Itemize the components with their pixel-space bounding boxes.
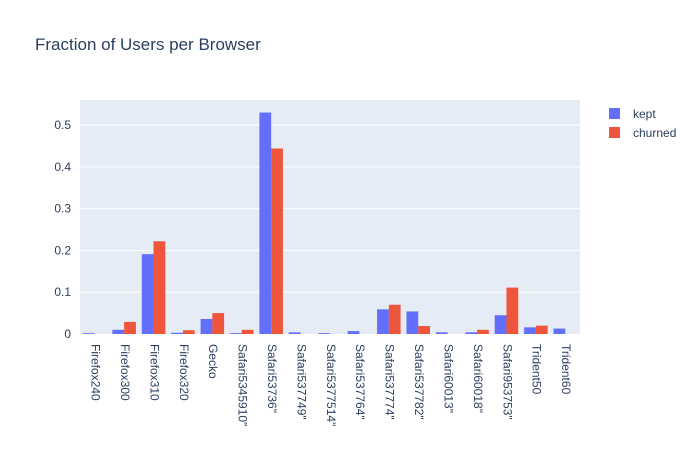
- bar-churned[interactable]: [271, 148, 283, 334]
- x-tick-label: Safari537749": [294, 344, 308, 420]
- y-tick-label: 0.2: [54, 243, 71, 257]
- x-tick-label: Safari53736": [265, 344, 279, 413]
- x-tick-label: Safari537774": [383, 344, 397, 420]
- bar-churned[interactable]: [153, 241, 166, 334]
- x-tick-label: Trident50: [530, 344, 544, 395]
- bar-churned[interactable]: [418, 326, 430, 334]
- legend-swatch: [609, 108, 620, 119]
- bar-churned[interactable]: [124, 321, 136, 334]
- x-tick-label: Safari5345910": [236, 344, 250, 426]
- chart-title: Fraction of Users per Browser: [35, 35, 261, 54]
- y-tick-label: 0: [64, 327, 71, 341]
- y-tick-label: 0.3: [54, 202, 71, 216]
- x-tick-label: Firefox310: [147, 344, 161, 401]
- bar-kept[interactable]: [259, 112, 272, 335]
- legend-label: churned: [633, 126, 676, 140]
- x-tick-label: Safari953753": [500, 344, 514, 420]
- bar-churned[interactable]: [212, 313, 225, 334]
- x-tick-label: Safari537782": [412, 344, 426, 420]
- x-tick-label: Safari537764": [353, 344, 367, 420]
- legend[interactable]: kept churned: [609, 107, 676, 140]
- x-tick-label: Trident60: [559, 344, 573, 395]
- bar-kept[interactable]: [230, 333, 242, 334]
- bar-churned[interactable]: [388, 304, 401, 334]
- x-tick-label: Safari60013": [441, 344, 455, 413]
- x-tick-label: Gecko: [206, 344, 220, 379]
- bars: [82, 112, 566, 335]
- bar-kept[interactable]: [82, 333, 95, 334]
- bar-kept[interactable]: [553, 328, 566, 334]
- x-tick-label: Safari5377514": [324, 344, 338, 426]
- bar-kept[interactable]: [112, 329, 125, 334]
- bar-kept[interactable]: [318, 333, 330, 334]
- bar-kept[interactable]: [171, 332, 183, 334]
- bar-kept[interactable]: [377, 309, 389, 334]
- legend-item-kept[interactable]: kept: [609, 107, 656, 121]
- legend-label: kept: [633, 107, 656, 121]
- bar-kept[interactable]: [406, 311, 419, 334]
- x-tick-label: Firefox320: [177, 344, 191, 401]
- bar-kept[interactable]: [524, 327, 536, 334]
- bar-kept[interactable]: [141, 254, 154, 334]
- y-tick-label: 0.4: [54, 160, 71, 174]
- bar-churned[interactable]: [477, 329, 489, 334]
- bar-kept[interactable]: [347, 331, 360, 334]
- bar-churned[interactable]: [182, 330, 195, 334]
- x-tick-label: Firefox240: [89, 344, 103, 401]
- bar-kept[interactable]: [465, 332, 478, 334]
- bar-kept[interactable]: [494, 315, 507, 334]
- bar-kept[interactable]: [200, 318, 213, 334]
- bar-churned[interactable]: [535, 325, 548, 334]
- bar-kept[interactable]: [435, 332, 448, 334]
- legend-item-churned[interactable]: churned: [609, 126, 676, 140]
- bar-churned[interactable]: [241, 329, 254, 334]
- legend-swatch: [609, 127, 620, 138]
- x-tick-label: Firefox300: [118, 344, 132, 401]
- y-tick-label: 0.1: [54, 285, 71, 299]
- bar-kept[interactable]: [288, 332, 301, 334]
- x-tick-label: Safari60018": [471, 344, 485, 413]
- bar-churned[interactable]: [506, 287, 519, 334]
- y-tick-label: 0.5: [54, 118, 71, 132]
- y-axis-ticks: 0 0.1 0.2 0.3 0.4 0.5: [54, 118, 71, 341]
- x-axis-ticks: Firefox240 Firefox300 Firefox310 Firefox320…: [89, 344, 574, 426]
